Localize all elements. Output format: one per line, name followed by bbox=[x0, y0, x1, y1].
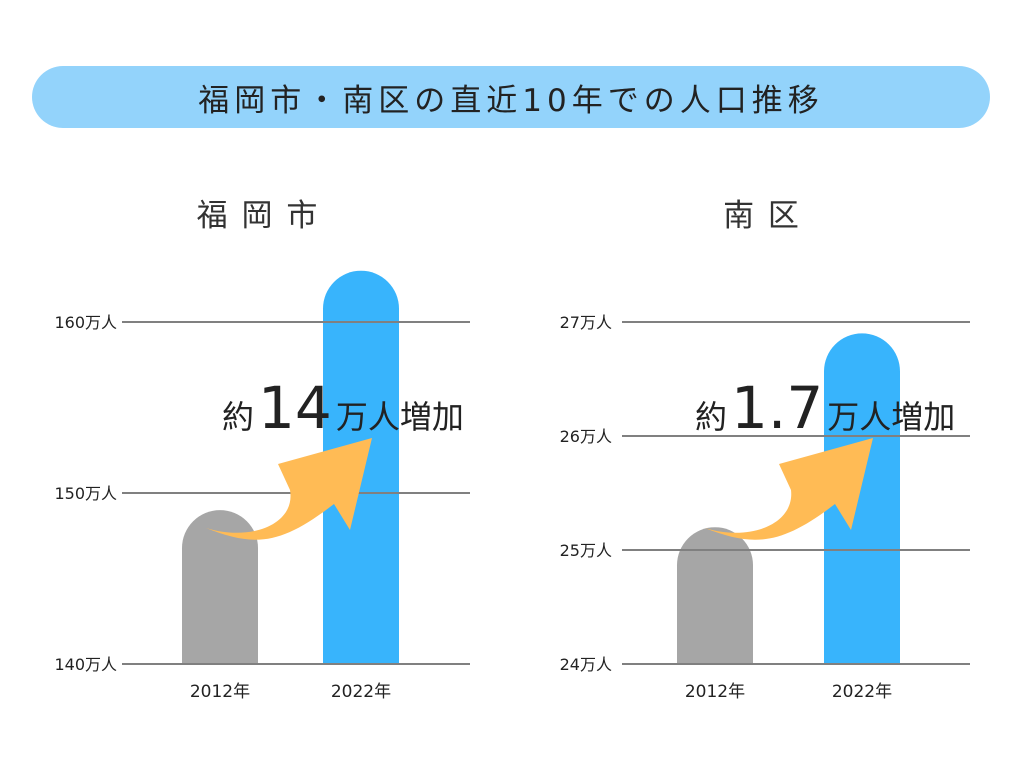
increase-annotation: 約1.7 万人増加 bbox=[695, 374, 955, 442]
x-tick-label: 2012年 bbox=[190, 682, 250, 702]
bar-2012 bbox=[677, 527, 753, 664]
annotation-number: 14 bbox=[258, 374, 332, 442]
y-tick-label: 150万人 bbox=[54, 484, 117, 503]
chart-title: 福 岡 市 bbox=[197, 198, 320, 234]
y-tick-label: 140万人 bbox=[54, 655, 117, 674]
y-tick-label: 24万人 bbox=[560, 655, 612, 674]
y-tick-label: 26万人 bbox=[560, 427, 612, 446]
y-tick-label: 25万人 bbox=[560, 541, 612, 560]
increase-arrow bbox=[206, 438, 372, 540]
chart-title: 南 区 bbox=[723, 198, 801, 234]
title-banner: 福岡市・南区の直近10年での人口推移 bbox=[32, 66, 990, 128]
annotation-suffix: 万人増加 bbox=[336, 398, 464, 436]
bar-2022 bbox=[824, 333, 900, 664]
annotation-suffix: 万人増加 bbox=[827, 398, 955, 436]
page-title: 福岡市・南区の直近10年での人口推移 bbox=[198, 82, 824, 119]
x-tick-label: 2012年 bbox=[685, 682, 745, 702]
bar-2012 bbox=[182, 510, 258, 664]
annotation-prefix: 約 bbox=[222, 398, 254, 436]
increase-annotation: 約14 万人増加 bbox=[222, 374, 464, 442]
annotation-prefix: 約 bbox=[695, 398, 727, 436]
y-tick-label: 160万人 bbox=[54, 313, 117, 332]
annotation-number: 1.7 bbox=[731, 374, 823, 442]
x-tick-label: 2022年 bbox=[832, 682, 892, 702]
increase-arrow bbox=[705, 438, 873, 540]
y-tick-label: 27万人 bbox=[560, 313, 612, 332]
x-tick-label: 2022年 bbox=[331, 682, 391, 702]
